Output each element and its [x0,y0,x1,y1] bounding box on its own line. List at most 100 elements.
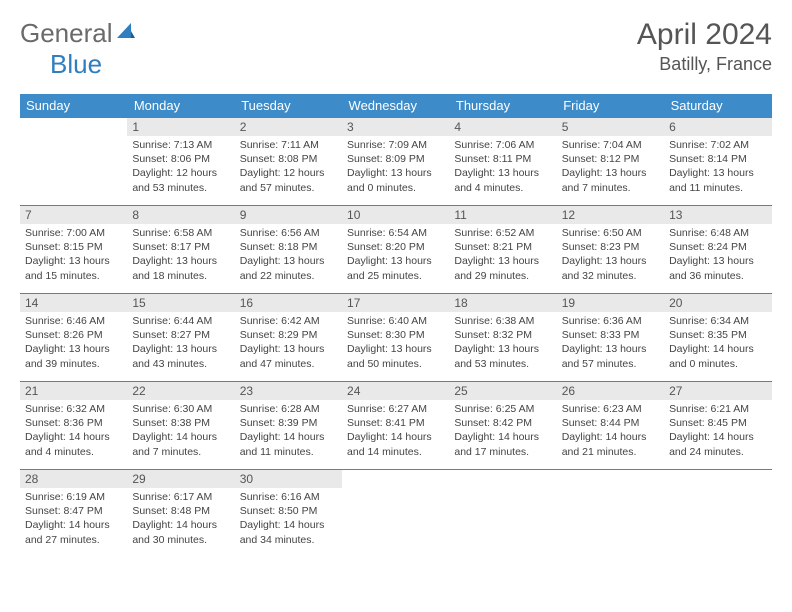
day-number: 13 [664,206,771,224]
calendar-day-cell: 23Sunrise: 6:28 AMSunset: 8:39 PMDayligh… [235,382,342,470]
day-details: Sunrise: 6:27 AMSunset: 8:41 PMDaylight:… [342,400,449,461]
day-details: Sunrise: 6:23 AMSunset: 8:44 PMDaylight:… [557,400,664,461]
logo-text-general: General [20,18,113,49]
day-details: Sunrise: 6:46 AMSunset: 8:26 PMDaylight:… [20,312,127,373]
sunset-text: Sunset: 8:26 PM [25,328,122,342]
sunrise-text: Sunrise: 6:58 AM [132,226,229,240]
sunrise-text: Sunrise: 6:28 AM [240,402,337,416]
sunrise-text: Sunrise: 6:27 AM [347,402,444,416]
daylight-text: and 11 minutes. [669,181,766,195]
sunrise-text: Sunrise: 6:54 AM [347,226,444,240]
day-details: Sunrise: 6:44 AMSunset: 8:27 PMDaylight:… [127,312,234,373]
daylight-text: Daylight: 13 hours [132,254,229,268]
daylight-text: Daylight: 14 hours [669,430,766,444]
day-number: 10 [342,206,449,224]
sunset-text: Sunset: 8:23 PM [562,240,659,254]
sunrise-text: Sunrise: 6:44 AM [132,314,229,328]
calendar-table: Sunday Monday Tuesday Wednesday Thursday… [20,94,772,558]
day-number: 11 [449,206,556,224]
calendar-week-row: 21Sunrise: 6:32 AMSunset: 8:36 PMDayligh… [20,382,772,470]
day-number: 18 [449,294,556,312]
calendar-day-cell: .. [557,470,664,558]
sunset-text: Sunset: 8:12 PM [562,152,659,166]
daylight-text: Daylight: 13 hours [562,342,659,356]
calendar-day-cell: 6Sunrise: 7:02 AMSunset: 8:14 PMDaylight… [664,118,771,206]
weekday-header-row: Sunday Monday Tuesday Wednesday Thursday… [20,94,772,118]
daylight-text: and 29 minutes. [454,269,551,283]
sunset-text: Sunset: 8:17 PM [132,240,229,254]
daylight-text: and 57 minutes. [240,181,337,195]
daylight-text: and 4 minutes. [25,445,122,459]
sunrise-text: Sunrise: 6:38 AM [454,314,551,328]
calendar-day-cell: 18Sunrise: 6:38 AMSunset: 8:32 PMDayligh… [449,294,556,382]
daylight-text: Daylight: 13 hours [240,254,337,268]
daylight-text: Daylight: 14 hours [240,430,337,444]
title-block: April 2024 Batilly, France [637,18,772,75]
sunset-text: Sunset: 8:48 PM [132,504,229,518]
day-number: 8 [127,206,234,224]
day-number: 29 [127,470,234,488]
day-details: Sunrise: 7:00 AMSunset: 8:15 PMDaylight:… [20,224,127,285]
daylight-text: Daylight: 14 hours [25,518,122,532]
calendar-week-row: ..1Sunrise: 7:13 AMSunset: 8:06 PMDaylig… [20,118,772,206]
day-details: Sunrise: 6:48 AMSunset: 8:24 PMDaylight:… [664,224,771,285]
sunset-text: Sunset: 8:36 PM [25,416,122,430]
day-number: 12 [557,206,664,224]
calendar-day-cell: 12Sunrise: 6:50 AMSunset: 8:23 PMDayligh… [557,206,664,294]
sunset-text: Sunset: 8:14 PM [669,152,766,166]
day-number: 6 [664,118,771,136]
calendar-day-cell: .. [664,470,771,558]
sunrise-text: Sunrise: 6:17 AM [132,490,229,504]
day-details: Sunrise: 6:16 AMSunset: 8:50 PMDaylight:… [235,488,342,549]
day-details: Sunrise: 7:09 AMSunset: 8:09 PMDaylight:… [342,136,449,197]
day-details: Sunrise: 6:19 AMSunset: 8:47 PMDaylight:… [20,488,127,549]
calendar-day-cell: .. [20,118,127,206]
sunrise-text: Sunrise: 6:42 AM [240,314,337,328]
logo-text-blue: Blue [50,49,102,79]
sunrise-text: Sunrise: 6:32 AM [25,402,122,416]
daylight-text: and 15 minutes. [25,269,122,283]
sunset-text: Sunset: 8:21 PM [454,240,551,254]
day-number: 30 [235,470,342,488]
daylight-text: and 21 minutes. [562,445,659,459]
calendar-day-cell: 21Sunrise: 6:32 AMSunset: 8:36 PMDayligh… [20,382,127,470]
daylight-text: Daylight: 13 hours [347,254,444,268]
sunrise-text: Sunrise: 7:00 AM [25,226,122,240]
day-details: Sunrise: 7:04 AMSunset: 8:12 PMDaylight:… [557,136,664,197]
weekday-header: Monday [127,94,234,118]
calendar-day-cell: 24Sunrise: 6:27 AMSunset: 8:41 PMDayligh… [342,382,449,470]
day-details: Sunrise: 6:34 AMSunset: 8:35 PMDaylight:… [664,312,771,373]
day-number: 25 [449,382,556,400]
sunset-text: Sunset: 8:45 PM [669,416,766,430]
day-details: Sunrise: 6:38 AMSunset: 8:32 PMDaylight:… [449,312,556,373]
sunrise-text: Sunrise: 7:02 AM [669,138,766,152]
sunrise-text: Sunrise: 6:46 AM [25,314,122,328]
day-details: Sunrise: 7:06 AMSunset: 8:11 PMDaylight:… [449,136,556,197]
sunset-text: Sunset: 8:35 PM [669,328,766,342]
sunrise-text: Sunrise: 6:16 AM [240,490,337,504]
calendar-day-cell: 25Sunrise: 6:25 AMSunset: 8:42 PMDayligh… [449,382,556,470]
calendar-day-cell: 5Sunrise: 7:04 AMSunset: 8:12 PMDaylight… [557,118,664,206]
day-number: 7 [20,206,127,224]
sunrise-text: Sunrise: 6:21 AM [669,402,766,416]
daylight-text: and 43 minutes. [132,357,229,371]
daylight-text: and 7 minutes. [562,181,659,195]
daylight-text: Daylight: 14 hours [132,518,229,532]
daylight-text: Daylight: 14 hours [454,430,551,444]
daylight-text: Daylight: 13 hours [454,254,551,268]
daylight-text: and 0 minutes. [669,357,766,371]
calendar-day-cell: 14Sunrise: 6:46 AMSunset: 8:26 PMDayligh… [20,294,127,382]
sunset-text: Sunset: 8:39 PM [240,416,337,430]
sunrise-text: Sunrise: 6:50 AM [562,226,659,240]
sunset-text: Sunset: 8:24 PM [669,240,766,254]
calendar-day-cell: 15Sunrise: 6:44 AMSunset: 8:27 PMDayligh… [127,294,234,382]
calendar-day-cell: 20Sunrise: 6:34 AMSunset: 8:35 PMDayligh… [664,294,771,382]
sunrise-text: Sunrise: 7:04 AM [562,138,659,152]
daylight-text: Daylight: 14 hours [132,430,229,444]
daylight-text: and 11 minutes. [240,445,337,459]
calendar-day-cell: 22Sunrise: 6:30 AMSunset: 8:38 PMDayligh… [127,382,234,470]
daylight-text: and 4 minutes. [454,181,551,195]
day-number: 1 [127,118,234,136]
daylight-text: and 24 minutes. [669,445,766,459]
day-number: 5 [557,118,664,136]
